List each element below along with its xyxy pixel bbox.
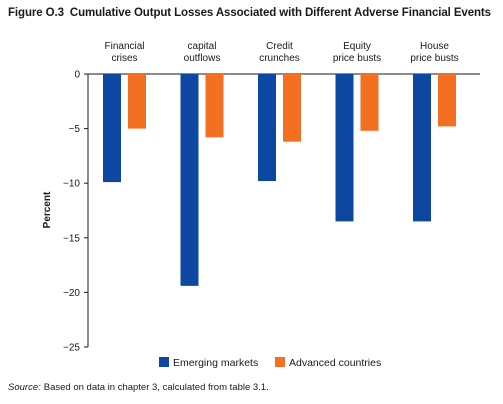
bar-emerging-markets (413, 74, 431, 222)
source-text: Based on data in chapter 3, calculated f… (43, 382, 269, 393)
category-label: Equity (343, 41, 371, 52)
bar-emerging-markets (335, 74, 354, 222)
y-tick-label: −10 (63, 179, 80, 190)
bar-emerging-markets (258, 74, 276, 182)
bar-advanced-countries (438, 74, 456, 127)
bar-advanced-countries (360, 74, 379, 131)
y-tick-label: −20 (63, 288, 80, 299)
category-label: crises (111, 53, 137, 64)
bar-advanced-countries (205, 74, 224, 138)
figure-title-text: Cumulative Output Losses Associated with… (69, 7, 491, 19)
source-note: Source: Based on data in chapter 3, calcu… (8, 382, 269, 393)
y-tick-label: −5 (69, 124, 81, 135)
bar-emerging-markets (103, 74, 121, 183)
category-label: price busts (333, 53, 381, 64)
y-axis-label: Percent (42, 191, 53, 228)
bar-emerging-markets (180, 74, 199, 286)
category-label: House (420, 41, 449, 52)
bar-advanced-countries (283, 74, 301, 142)
legend-emerging-markets-label: Emerging markets (173, 357, 258, 369)
category-label: Financial (104, 41, 144, 52)
chart-title: Figure O.3 Cumulative Output Losses Assoc… (8, 7, 491, 19)
legend-advanced-countries-swatch (275, 357, 285, 367)
category-label: Credit (266, 41, 293, 52)
bar-advanced-countries (128, 74, 146, 129)
category-label: crunches (259, 53, 300, 64)
source-label: Source: (8, 382, 41, 393)
category-label: price busts (410, 53, 458, 64)
figure-number: Figure O.3 (8, 7, 64, 19)
y-tick-label: 0 (74, 70, 80, 81)
y-tick-label: −15 (63, 233, 80, 244)
category-label: capital (188, 41, 217, 52)
legend-advanced-countries-label: Advanced countries (289, 357, 381, 369)
chart-legend: Emerging markets Advanced countries (159, 357, 381, 369)
chart-bars (103, 74, 456, 286)
category-label: outflows (184, 53, 221, 64)
legend-emerging-markets-swatch (159, 357, 169, 367)
y-tick-label: −25 (63, 343, 80, 354)
